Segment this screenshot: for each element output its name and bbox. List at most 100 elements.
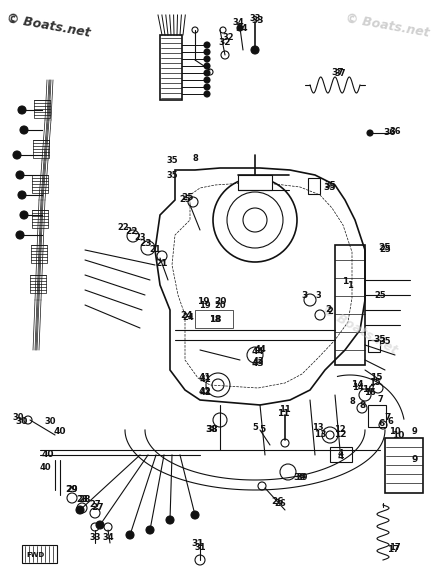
- Text: 16: 16: [361, 386, 373, 395]
- Text: 26: 26: [271, 498, 283, 506]
- Text: © Boats.net: © Boats.net: [319, 303, 399, 357]
- Text: 2: 2: [326, 308, 332, 316]
- Text: 24: 24: [182, 313, 194, 323]
- Text: 35: 35: [323, 181, 335, 189]
- Text: 10: 10: [391, 431, 403, 440]
- Circle shape: [20, 211, 28, 219]
- Text: 12: 12: [333, 426, 345, 435]
- Circle shape: [204, 77, 210, 83]
- Text: 30: 30: [44, 418, 56, 427]
- Text: 44: 44: [251, 348, 264, 356]
- Text: 31: 31: [194, 543, 205, 553]
- Text: 17: 17: [386, 546, 398, 554]
- Circle shape: [76, 506, 84, 514]
- Text: 25: 25: [378, 245, 390, 255]
- Circle shape: [191, 511, 198, 519]
- Text: 35: 35: [166, 156, 178, 165]
- Bar: [22, 545, 57, 563]
- Text: 34: 34: [102, 534, 114, 542]
- Text: 18: 18: [208, 316, 221, 324]
- Circle shape: [166, 516, 174, 524]
- Circle shape: [204, 91, 210, 97]
- Bar: [32, 210, 48, 228]
- Bar: [34, 100, 50, 118]
- Text: 29: 29: [66, 486, 78, 495]
- Circle shape: [204, 49, 210, 55]
- Bar: [160, 35, 181, 100]
- Circle shape: [237, 25, 243, 31]
- Text: 20: 20: [214, 300, 225, 309]
- Bar: [367, 405, 385, 427]
- Circle shape: [16, 231, 24, 239]
- Bar: [237, 175, 271, 190]
- Text: 44: 44: [253, 345, 265, 355]
- Text: 8: 8: [359, 402, 365, 411]
- Text: 21: 21: [155, 259, 168, 268]
- Text: 19: 19: [199, 300, 210, 309]
- Bar: [31, 245, 47, 263]
- Text: 41: 41: [198, 374, 211, 383]
- Text: 40: 40: [42, 451, 54, 459]
- Text: 36: 36: [383, 128, 395, 137]
- Text: 40: 40: [39, 463, 51, 472]
- Text: 6: 6: [386, 418, 392, 427]
- Text: 39: 39: [296, 474, 307, 483]
- Text: 26: 26: [273, 499, 285, 509]
- Text: 9: 9: [411, 427, 417, 436]
- Text: 13: 13: [312, 423, 323, 432]
- Text: 6: 6: [378, 419, 384, 428]
- Text: 25: 25: [373, 291, 385, 300]
- Text: 5: 5: [251, 423, 257, 432]
- Text: FWD: FWD: [26, 552, 44, 558]
- Text: 31: 31: [191, 539, 204, 549]
- Text: 20: 20: [214, 297, 226, 307]
- Circle shape: [204, 84, 210, 90]
- Text: 35: 35: [166, 170, 178, 180]
- Text: 37: 37: [333, 69, 345, 77]
- Text: 21: 21: [149, 245, 161, 255]
- Circle shape: [204, 70, 210, 76]
- Circle shape: [20, 126, 28, 134]
- Bar: [30, 275, 46, 293]
- Text: 43: 43: [252, 358, 263, 367]
- Text: 28: 28: [76, 495, 88, 505]
- Text: 25: 25: [378, 244, 390, 252]
- Circle shape: [126, 531, 134, 539]
- Text: 33: 33: [89, 534, 101, 542]
- Circle shape: [250, 46, 258, 54]
- Text: © Boats.net: © Boats.net: [5, 12, 91, 39]
- Circle shape: [366, 130, 372, 136]
- Text: 1: 1: [341, 277, 347, 287]
- Text: 16: 16: [363, 388, 375, 398]
- Text: 12: 12: [333, 431, 345, 439]
- Text: 35: 35: [378, 337, 390, 347]
- Text: 24: 24: [180, 311, 193, 320]
- Bar: [307, 178, 319, 194]
- Circle shape: [13, 151, 21, 159]
- Text: 14: 14: [350, 380, 362, 390]
- Text: 13: 13: [313, 431, 326, 439]
- Text: 29: 29: [66, 486, 78, 495]
- Text: 7: 7: [384, 414, 390, 423]
- Text: 25: 25: [179, 196, 191, 205]
- Bar: [367, 340, 379, 352]
- Text: 42: 42: [198, 387, 211, 396]
- Text: 8: 8: [192, 153, 197, 162]
- Text: 2: 2: [324, 305, 330, 315]
- Text: 11: 11: [276, 410, 289, 419]
- Bar: [329, 447, 351, 462]
- Text: 30: 30: [12, 414, 24, 423]
- Bar: [33, 140, 49, 158]
- Text: 40: 40: [54, 427, 66, 436]
- Circle shape: [146, 526, 154, 534]
- Text: © Boats.net: © Boats.net: [343, 12, 429, 39]
- Text: 43: 43: [251, 359, 264, 368]
- Circle shape: [204, 42, 210, 48]
- Text: 3: 3: [314, 291, 320, 300]
- Text: 4: 4: [337, 452, 343, 462]
- Text: 23: 23: [139, 239, 152, 248]
- Bar: [194, 310, 233, 328]
- Text: 15: 15: [368, 379, 380, 387]
- Bar: [384, 438, 422, 493]
- Text: 17: 17: [388, 543, 400, 553]
